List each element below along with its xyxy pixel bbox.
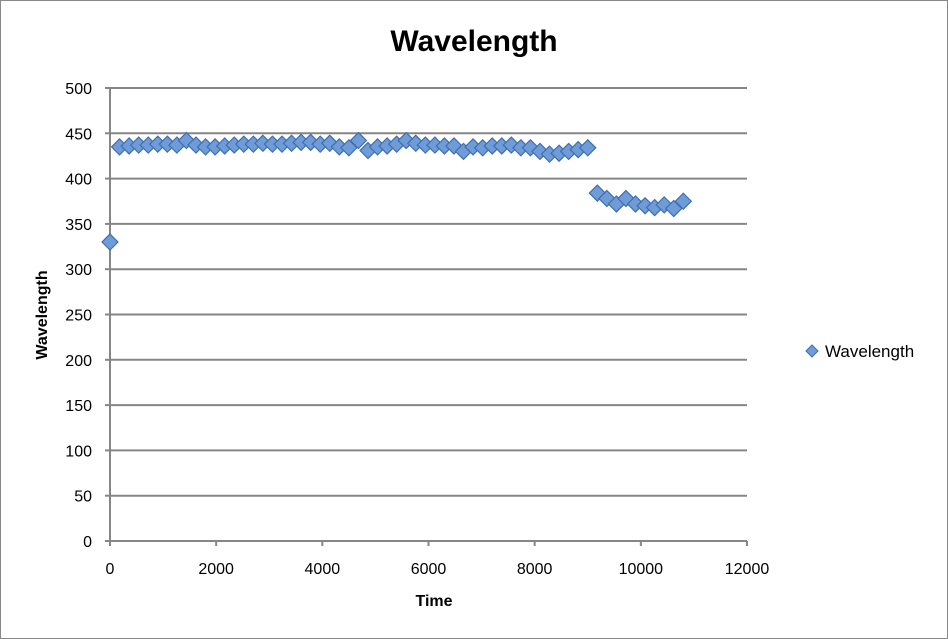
y-tick-label: 500 bbox=[65, 81, 92, 98]
x-tick-label: 2000 bbox=[198, 561, 234, 578]
x-tick-label: 8000 bbox=[517, 561, 553, 578]
x-axis-title: Time bbox=[415, 593, 452, 610]
y-tick-label: 200 bbox=[65, 353, 92, 370]
y-tick-label: 50 bbox=[74, 489, 92, 506]
y-axis-title: Wavelength bbox=[34, 270, 51, 359]
y-tick-label: 0 bbox=[83, 534, 92, 551]
data-point bbox=[101, 233, 119, 251]
data-point bbox=[578, 138, 597, 157]
y-tick-label: 100 bbox=[65, 443, 92, 460]
x-tick-label: 10000 bbox=[619, 561, 664, 578]
x-tick-label: 4000 bbox=[305, 561, 341, 578]
y-tick-label: 400 bbox=[65, 172, 92, 189]
x-tick-label: 0 bbox=[106, 561, 115, 578]
y-tick-label: 300 bbox=[65, 262, 92, 279]
legend-marker-icon bbox=[805, 344, 819, 358]
data-point bbox=[674, 192, 693, 211]
y-tick-label: 450 bbox=[65, 126, 92, 143]
y-tick-label: 150 bbox=[65, 398, 92, 415]
data-point bbox=[349, 131, 368, 150]
legend: Wavelength bbox=[805, 342, 914, 361]
x-tick-label: 12000 bbox=[725, 561, 770, 578]
x-tick-label: 6000 bbox=[411, 561, 447, 578]
chart-title: Wavelength bbox=[390, 25, 557, 58]
legend-label: Wavelength bbox=[825, 342, 914, 361]
y-tick-label: 350 bbox=[65, 217, 92, 234]
y-tick-label: 250 bbox=[65, 308, 92, 325]
